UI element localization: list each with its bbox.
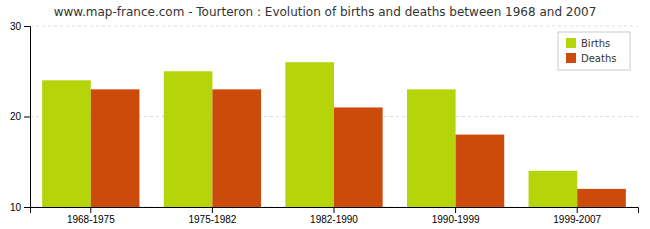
bar (334, 107, 383, 207)
legend-swatch (566, 53, 576, 63)
y-tick-label: 10 (10, 202, 22, 213)
grid-line (30, 26, 638, 27)
bar (577, 189, 626, 207)
bar (285, 62, 334, 207)
legend: Births Deaths (558, 32, 630, 70)
y-tick: 10 (10, 202, 30, 213)
bar (407, 89, 456, 207)
y-axis-line (24, 27, 31, 208)
y-tick-label: 30 (10, 21, 22, 32)
bar (456, 135, 505, 207)
y-axis: 10 20 30 (10, 21, 31, 213)
x-tick: 1982-1990 (310, 207, 358, 225)
x-axis: 1968-1975 1975-1982 1982-1990 1990-1999 1999… (31, 207, 639, 225)
chart: www.map-france.com - Tourteron : Evoluti… (0, 0, 650, 229)
bars (42, 62, 626, 207)
x-tick: 1999-2007 (553, 207, 601, 225)
x-tick: 1990-1999 (432, 207, 480, 225)
y-tick-label: 20 (10, 111, 22, 122)
legend-swatch (566, 38, 576, 48)
y-tick: 30 (10, 21, 30, 32)
x-tick: 1968-1975 (67, 207, 115, 225)
bar (91, 89, 140, 207)
y-tick: 20 (10, 111, 30, 122)
legend-label: Deaths (581, 53, 616, 64)
x-tick-mark (334, 207, 335, 213)
legend-item: Deaths (566, 53, 616, 64)
bar (42, 80, 91, 207)
x-tick-label: 1999-2007 (553, 214, 601, 225)
x-tick-mark (212, 207, 213, 213)
bar (164, 71, 213, 207)
bar (212, 89, 261, 207)
y-tick-mark (24, 117, 30, 118)
legend-item: Births (566, 38, 610, 49)
x-tick-label: 1990-1999 (432, 214, 480, 225)
legend-label: Births (581, 38, 610, 49)
x-tick: 1975-1982 (188, 207, 236, 225)
x-tick-mark (577, 207, 578, 213)
grid (30, 26, 638, 207)
legend-box (558, 32, 630, 70)
x-tick-label: 1968-1975 (67, 214, 115, 225)
y-tick-mark (24, 207, 30, 208)
x-tick-label: 1975-1982 (188, 214, 236, 225)
bar (529, 171, 578, 207)
title: www.map-france.com - Tourteron : Evoluti… (54, 5, 597, 19)
x-tick-label: 1982-1990 (310, 214, 358, 225)
x-tick-mark (90, 207, 91, 213)
y-tick-mark (24, 26, 30, 27)
x-tick-mark (455, 207, 456, 213)
x-axis-line (31, 208, 639, 214)
plot: 10 20 30 1968-1975 1975-1982 1982-1990 1990-19… (10, 21, 639, 225)
